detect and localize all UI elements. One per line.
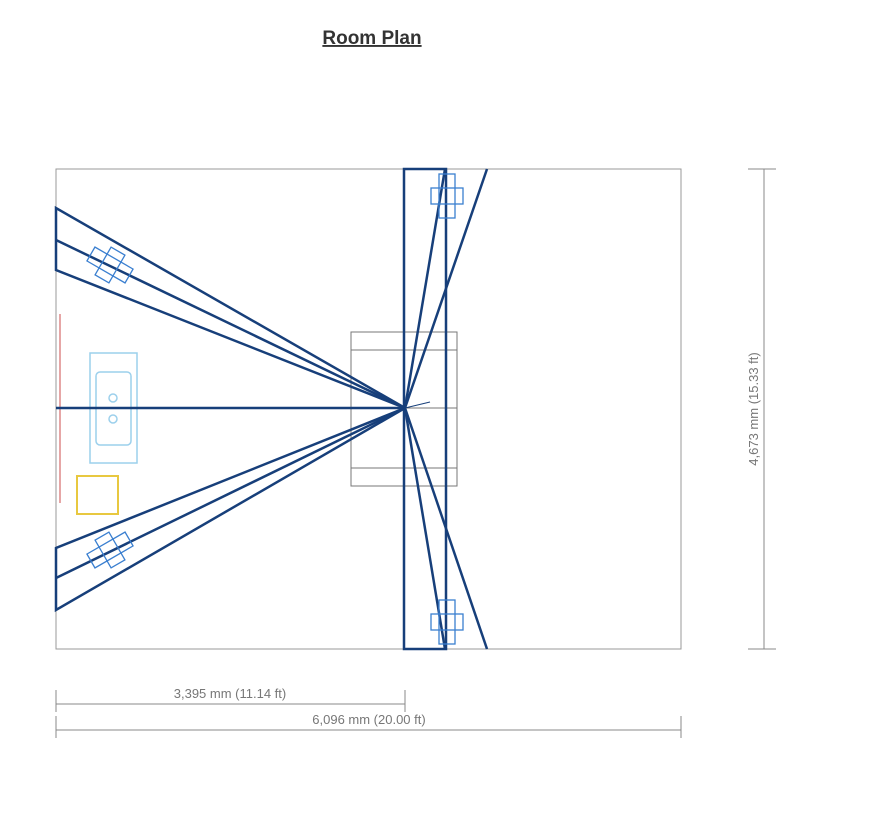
width-label: 6,096 mm (20.00 ft) <box>312 712 425 727</box>
dimension-lines <box>55 168 776 738</box>
depth-label: 4,673 mm (15.33 ft) <box>746 352 761 465</box>
cameras <box>86 173 464 645</box>
title: Room Plan <box>322 28 421 49</box>
cabinet <box>76 475 119 515</box>
camera-views <box>54 167 489 651</box>
partial-width-label: 3,395 mm (11.14 ft) <box>174 686 286 701</box>
